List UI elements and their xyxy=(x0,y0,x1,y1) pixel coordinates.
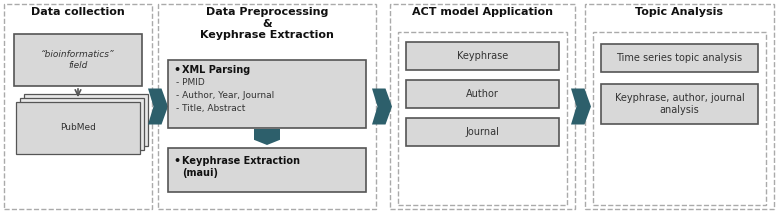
Bar xyxy=(398,32,567,205)
Bar xyxy=(16,102,140,154)
Text: Keyphrase Extraction
(maui): Keyphrase Extraction (maui) xyxy=(182,156,300,178)
Text: Data collection: Data collection xyxy=(31,7,125,17)
Bar xyxy=(158,4,376,209)
Text: •: • xyxy=(173,156,180,166)
Bar xyxy=(14,34,142,86)
Text: Author: Author xyxy=(466,89,499,99)
Polygon shape xyxy=(148,89,168,125)
Bar xyxy=(24,94,148,146)
Bar xyxy=(390,4,575,209)
Bar xyxy=(593,32,766,205)
Text: Journal: Journal xyxy=(465,127,499,137)
Text: PubMed: PubMed xyxy=(60,123,96,132)
Bar xyxy=(406,42,559,70)
Text: ACT model Application: ACT model Application xyxy=(412,7,553,17)
Bar xyxy=(168,148,366,192)
Bar xyxy=(601,84,758,124)
Bar xyxy=(601,44,758,72)
Polygon shape xyxy=(254,129,280,145)
Text: Time series topic analysis: Time series topic analysis xyxy=(616,53,742,63)
Bar xyxy=(168,60,366,128)
Bar xyxy=(4,4,152,209)
Text: XML Parsing: XML Parsing xyxy=(182,65,251,75)
Text: Topic Analysis: Topic Analysis xyxy=(636,7,724,17)
Bar xyxy=(20,98,144,150)
Polygon shape xyxy=(372,89,392,125)
Text: Keyphrase, author, journal
analysis: Keyphrase, author, journal analysis xyxy=(615,93,745,115)
Text: Data Preprocessing
&
Keyphrase Extraction: Data Preprocessing & Keyphrase Extractio… xyxy=(200,7,334,40)
Bar xyxy=(406,80,559,108)
Text: - Title, Abstract: - Title, Abstract xyxy=(176,104,245,113)
Text: - Author, Year, Journal: - Author, Year, Journal xyxy=(176,91,275,100)
Text: •: • xyxy=(173,65,180,75)
Bar xyxy=(585,4,774,209)
Text: Keyphrase: Keyphrase xyxy=(457,51,508,61)
Polygon shape xyxy=(571,89,591,125)
Text: “bioinformatics”
field: “bioinformatics” field xyxy=(41,50,115,70)
Text: - PMID: - PMID xyxy=(176,78,205,87)
Bar xyxy=(406,118,559,146)
